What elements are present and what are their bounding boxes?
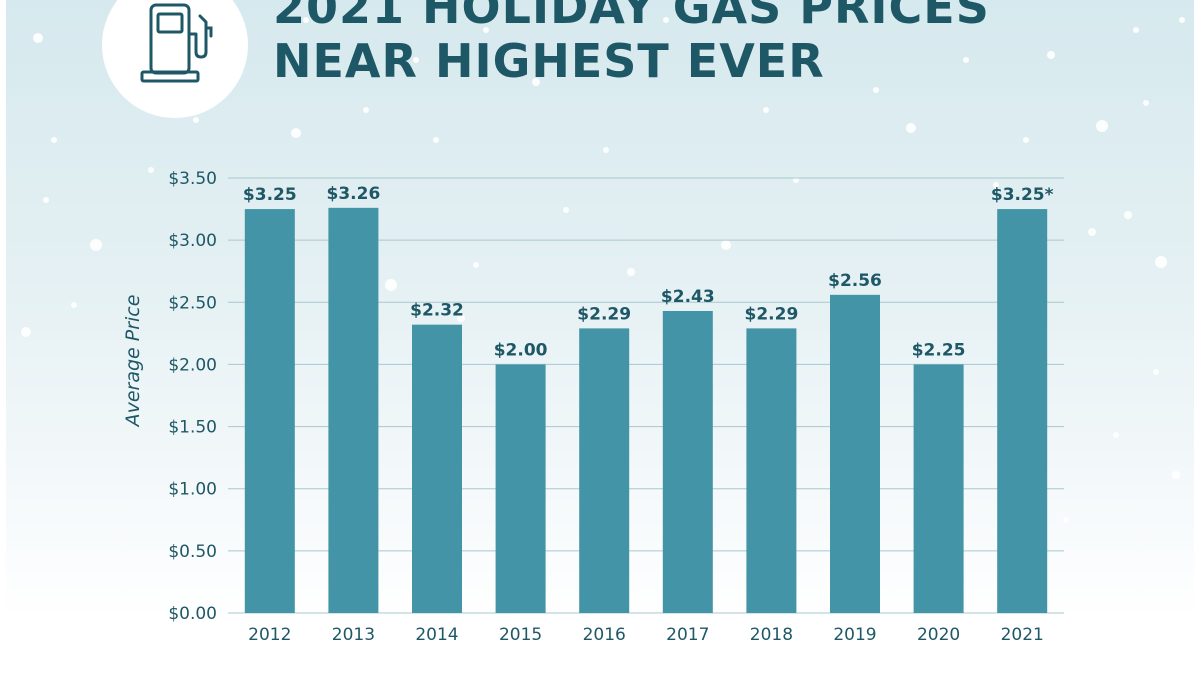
snowflake [433, 137, 439, 143]
bar-2015 [495, 364, 546, 613]
x-tick-label-2017: 2017 [666, 625, 709, 645]
value-label-2015: $2.00 [494, 340, 548, 360]
snowflake [763, 107, 769, 113]
snowflake [663, 17, 669, 23]
y-tick-label: $2.00 [168, 355, 217, 375]
y-tick-label: $1.50 [168, 418, 217, 438]
x-tick-label-2012: 2012 [248, 625, 291, 645]
bar-2017 [662, 310, 713, 613]
bar-2012 [244, 209, 295, 614]
snowflake [1088, 228, 1096, 236]
snowflake [1023, 137, 1029, 143]
y-tick-label: $0.00 [168, 604, 217, 624]
x-tick-label-2016: 2016 [583, 625, 626, 645]
snowflake [563, 207, 569, 213]
bar-2014 [412, 324, 462, 613]
snowflake [1179, 17, 1185, 23]
y-tick-label: $2.50 [168, 293, 217, 313]
snowflake [1172, 471, 1180, 479]
snowflake [457, 314, 465, 322]
page-title: 2021 HOLIDAY GAS PRICES NEAR HIGHEST EVE… [273, 0, 990, 88]
snowflake [413, 57, 419, 63]
value-label-2021: $3.25* [991, 185, 1054, 205]
snowflake [873, 87, 879, 93]
snowflake [21, 327, 31, 337]
snowflake [1155, 256, 1167, 268]
bar-2020 [913, 364, 964, 613]
x-tick-label-2019: 2019 [833, 625, 876, 645]
snowflake [148, 167, 154, 173]
snowflake [1047, 51, 1055, 59]
value-label-2018: $2.29 [745, 304, 799, 324]
snowflake [90, 239, 102, 251]
x-tick-label-2015: 2015 [499, 625, 542, 645]
y-axis-title: Average Price [122, 295, 144, 429]
value-label-2017: $2.43 [661, 287, 715, 307]
snowflake [473, 262, 479, 268]
snowflake [193, 117, 199, 123]
bar-2013 [328, 207, 379, 614]
bar-2018 [746, 328, 797, 613]
value-label-2016: $2.29 [577, 304, 631, 324]
value-label-2012: $3.25 [243, 185, 297, 205]
snowflake [1133, 27, 1139, 33]
bar-2019 [830, 294, 880, 613]
snowflake [1124, 211, 1132, 219]
snowflake [1143, 100, 1149, 106]
snowflake [1096, 120, 1108, 132]
x-tick-label-2014: 2014 [415, 625, 458, 645]
snowflake [906, 123, 916, 133]
snowflake [721, 240, 731, 250]
y-tick-label: $1.00 [168, 480, 217, 500]
snowflake [303, 17, 309, 23]
value-label-2020: $2.25 [912, 340, 966, 360]
snowflake [993, 182, 999, 188]
value-label-2013: $3.26 [327, 184, 381, 204]
snowflake [1063, 517, 1069, 523]
snowflake [33, 33, 43, 43]
y-tick-label: $3.50 [168, 169, 217, 189]
x-tick-label-2018: 2018 [750, 625, 793, 645]
title-line-1: 2021 HOLIDAY GAS PRICES [273, 0, 990, 34]
snowflake [1153, 369, 1159, 375]
bar-2016 [579, 328, 630, 613]
snowflake [291, 128, 301, 138]
snowflake [963, 57, 969, 63]
snowflake [71, 302, 77, 308]
snowflake [627, 268, 635, 276]
snowflake [363, 107, 369, 113]
snowflake [532, 78, 540, 86]
snowflake [603, 147, 609, 153]
value-label-2019: $2.56 [828, 271, 882, 291]
value-label-2014: $2.32 [410, 301, 464, 321]
y-tick-label: $0.50 [168, 542, 217, 562]
snowflake [1113, 432, 1119, 438]
icon-badge [102, 0, 248, 118]
snowflake [51, 137, 57, 143]
x-tick-label-2020: 2020 [917, 625, 960, 645]
snowflake [385, 279, 397, 291]
bar-2021 [997, 209, 1048, 614]
snowflake [43, 197, 49, 203]
y-tick-label: $3.00 [168, 231, 217, 251]
title-line-2: NEAR HIGHEST EVER [273, 34, 825, 88]
x-tick-label-2013: 2013 [332, 625, 375, 645]
gas-pump-icon [140, 3, 213, 83]
snowflake [483, 27, 489, 33]
x-tick-label-2021: 2021 [1001, 625, 1044, 645]
